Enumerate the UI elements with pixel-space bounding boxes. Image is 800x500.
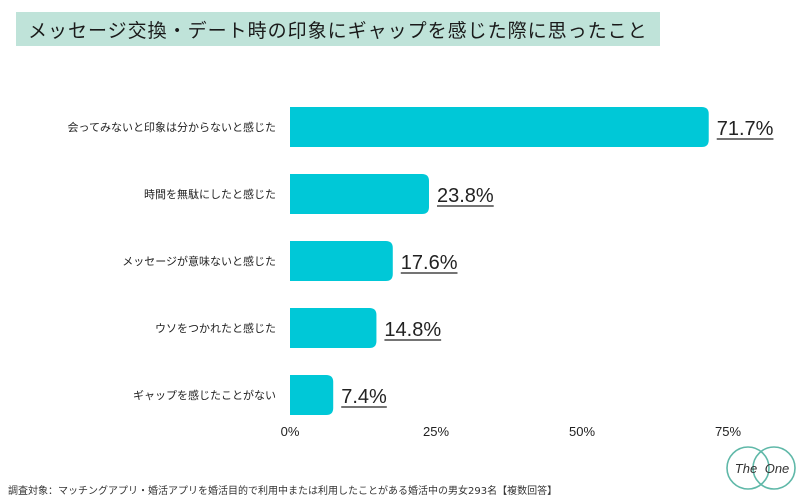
the-one-logo: The One [726,446,796,490]
bar [290,174,429,214]
logo-one-text: One [765,461,790,476]
x-tick-label: 50% [569,424,595,439]
x-tick-label: 75% [715,424,741,439]
chart-title: メッセージ交換・デート時の印象にギャップを感じた際に思ったこと [28,19,648,42]
footnote: 調査対象：マッチングアプリ・婚活アプリを婚活目的で利用中または利用したことがある… [8,486,558,497]
category-label: メッセージが意味ないと感じた [122,254,276,268]
value-label: 14.8% [384,319,441,341]
logo-the-text: The [735,461,757,476]
chart-title-banner: メッセージ交換・デート時の印象にギャップを感じた際に思ったこと [16,12,660,46]
category-label: ギャップを感じたことがない [133,388,276,402]
bar [290,241,393,281]
bar-chart: 会ってみないと印象は分からないと感じた 71.7% 時間を無駄にしたと感じた 23.8… [68,107,774,439]
bar [290,375,334,415]
category-label: 会ってみないと印象は分からないと感じた [68,121,276,134]
value-label: 17.6% [401,252,458,274]
value-label: 71.7% [717,118,774,140]
value-label: 7.4% [341,386,387,408]
x-tick-label: 0% [281,424,300,439]
x-tick-label: 25% [423,424,449,439]
category-label: 時間を無駄にしたと感じた [144,187,276,201]
bar [290,107,709,147]
value-label: 23.8% [437,185,494,207]
logo-right-ring [752,446,796,490]
bar [290,308,377,348]
logo-left-ring [726,446,770,490]
category-label: ウソをつかれたと感じた [155,322,276,335]
